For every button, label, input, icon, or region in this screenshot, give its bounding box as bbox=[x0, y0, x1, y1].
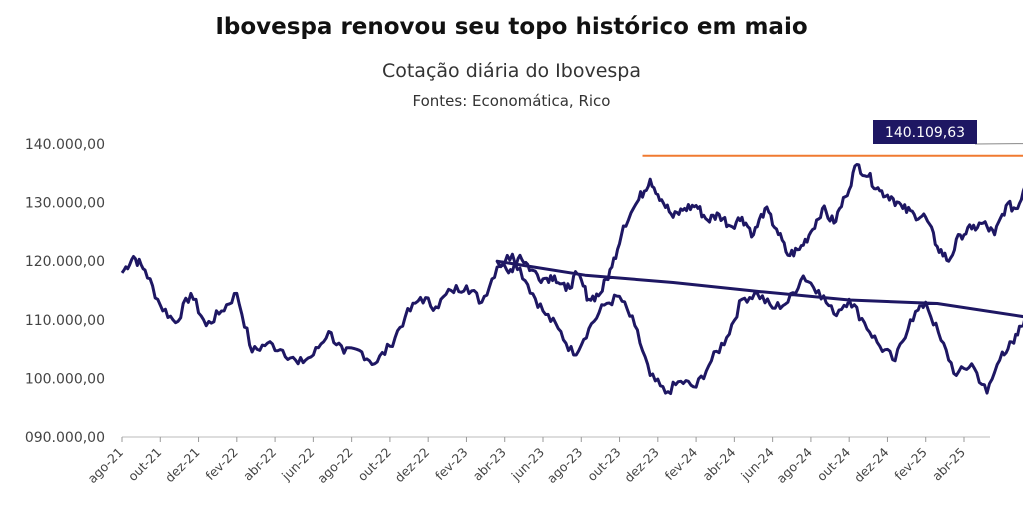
x-tick-label: ago-22 bbox=[314, 445, 356, 487]
y-tick-label: 090.000,00 bbox=[25, 430, 105, 446]
x-tick-label: dez-22 bbox=[392, 445, 433, 486]
x-tick-label: fev-22 bbox=[202, 445, 241, 484]
chart-source: Fontes: Economática, Rico bbox=[412, 92, 611, 110]
chart-subtitle: Cotação diária do Ibovespa bbox=[381, 60, 642, 82]
y-tick-label: 140.000,00 bbox=[25, 137, 105, 153]
series-line-ibovespa bbox=[120, 163, 1023, 396]
callout-leader bbox=[974, 143, 1023, 145]
x-tick-label: ago-21 bbox=[84, 445, 126, 487]
y-tick-label: 120.000,00 bbox=[25, 254, 105, 270]
x-tick-label: abr-24 bbox=[699, 444, 738, 483]
y-tick-label: 110.000,00 bbox=[25, 313, 105, 329]
y-tick-label: 100.000,00 bbox=[25, 371, 105, 387]
callout-label: 140.109,63 bbox=[885, 125, 965, 141]
x-tick-label: abr-23 bbox=[470, 445, 509, 484]
x-tick-label: fev-23 bbox=[432, 445, 471, 484]
x-tick-label: jun-24 bbox=[737, 444, 776, 483]
axes: 090.000,00 100.000,00 110.000,00 120.000,00… bbox=[25, 137, 990, 486]
x-tick-label: jun-22 bbox=[278, 445, 317, 484]
x-tick-label: ago-23 bbox=[544, 445, 586, 487]
callout-layer: 140.109,63 bbox=[873, 120, 1023, 145]
x-tick-label: out-23 bbox=[584, 445, 624, 485]
x-tick-label: out-22 bbox=[355, 445, 395, 485]
series-layer bbox=[120, 163, 1023, 396]
x-tick-label: ago-24 bbox=[773, 444, 815, 486]
callout-box bbox=[873, 120, 977, 144]
y-tick-label: 130.000,00 bbox=[25, 196, 105, 212]
x-tick-label: out-21 bbox=[125, 445, 165, 485]
x-tick-label: jun-23 bbox=[508, 445, 547, 484]
chart-title: Ibovespa renovou seu topo histórico em m… bbox=[215, 14, 808, 40]
x-tick-label: abr-22 bbox=[240, 445, 279, 484]
x-tick-label: abr-25 bbox=[929, 445, 968, 484]
x-tick-label: dez-23 bbox=[621, 445, 662, 486]
x-tick-label: dez-21 bbox=[162, 445, 203, 486]
x-tick-label: out-24 bbox=[814, 444, 854, 484]
x-tick-label: dez-24 bbox=[851, 444, 892, 485]
x-tick-label: fev-25 bbox=[891, 445, 930, 484]
x-tick-label: fev-24 bbox=[662, 444, 701, 483]
